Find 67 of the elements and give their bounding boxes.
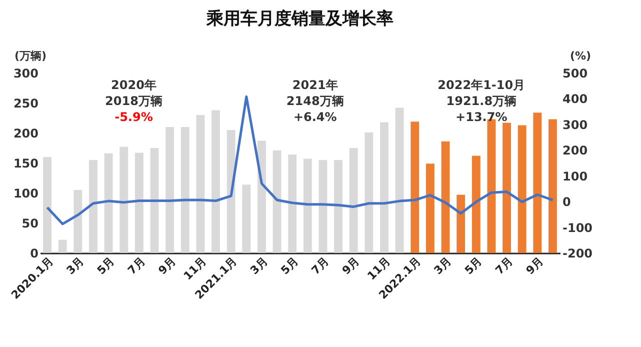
bar bbox=[74, 190, 82, 253]
bar bbox=[212, 110, 220, 253]
y2-tick-label: 300 bbox=[562, 118, 588, 132]
bar bbox=[380, 122, 388, 253]
chart-title: 乘用车月度销量及增长率 bbox=[206, 9, 394, 29]
bar bbox=[242, 184, 251, 253]
x-tick-label: 5月 bbox=[462, 254, 485, 278]
y-tick-label: 300 bbox=[13, 66, 38, 80]
bar bbox=[58, 240, 67, 253]
y2-axis-title: (%) bbox=[570, 50, 592, 62]
y-tick-label: 150 bbox=[13, 156, 38, 170]
bar bbox=[410, 122, 420, 253]
bar bbox=[134, 152, 144, 253]
y-tick-label: 100 bbox=[13, 186, 38, 200]
x-tick-label: 3月 bbox=[248, 254, 270, 278]
x-tick-label: 5月 bbox=[94, 254, 118, 278]
bar bbox=[196, 115, 205, 253]
y2-tick-label: -100 bbox=[562, 220, 593, 235]
y-tick-label: 250 bbox=[13, 96, 38, 110]
x-tick-label: 9月 bbox=[340, 254, 362, 278]
y-tick-label: 0 bbox=[30, 246, 38, 260]
bar bbox=[518, 125, 526, 253]
x-tick-label: 5月 bbox=[278, 254, 301, 278]
bar bbox=[120, 146, 128, 253]
bar bbox=[533, 112, 542, 253]
x-tick-label: 7月 bbox=[492, 254, 516, 278]
bar bbox=[272, 150, 282, 253]
bar bbox=[364, 132, 374, 253]
annotation: 2020年 2018万辆 -5.9% bbox=[105, 78, 162, 124]
y-tick-label: 50 bbox=[22, 216, 38, 230]
x-tick-label: 3月 bbox=[432, 254, 454, 278]
annotation: 2021年 2148万辆 +6.4% bbox=[286, 78, 344, 124]
bar bbox=[43, 157, 52, 253]
bar bbox=[166, 127, 174, 253]
bar bbox=[89, 160, 98, 253]
bar bbox=[150, 148, 159, 253]
x-tick-label: 7月 bbox=[309, 254, 332, 278]
bar bbox=[180, 127, 190, 253]
y2-tick-label: 500 bbox=[562, 66, 588, 80]
bar bbox=[318, 160, 328, 253]
bar bbox=[456, 194, 466, 253]
y2-tick-label: -200 bbox=[562, 246, 593, 260]
line-series bbox=[46, 95, 554, 226]
x-tick-label: 7月 bbox=[125, 254, 148, 278]
bar bbox=[548, 119, 557, 253]
x-tick-label: 3月 bbox=[64, 254, 86, 278]
bar bbox=[502, 122, 511, 253]
y-axis-title: (万辆) bbox=[14, 50, 47, 62]
annotation: 2022年1-10月 1921.8万辆 +13.7% bbox=[438, 78, 526, 124]
bar bbox=[257, 140, 266, 253]
x-tick-label: 9月 bbox=[156, 254, 178, 278]
x-tick-label: 9月 bbox=[524, 254, 546, 278]
bar bbox=[426, 164, 434, 253]
y2-tick-label: 400 bbox=[562, 92, 588, 106]
bar bbox=[334, 160, 343, 253]
y2-tick-label: 200 bbox=[562, 144, 588, 158]
bar bbox=[288, 154, 297, 253]
bar bbox=[395, 108, 404, 253]
bar bbox=[226, 130, 236, 253]
y2-tick-label: 0 bbox=[562, 195, 571, 210]
y-tick-label: 200 bbox=[13, 126, 38, 140]
bar bbox=[441, 141, 450, 253]
bar bbox=[472, 156, 480, 253]
bar bbox=[349, 148, 358, 253]
y2-tick-label: 100 bbox=[562, 169, 588, 184]
bar bbox=[303, 158, 312, 253]
bar bbox=[104, 153, 113, 253]
